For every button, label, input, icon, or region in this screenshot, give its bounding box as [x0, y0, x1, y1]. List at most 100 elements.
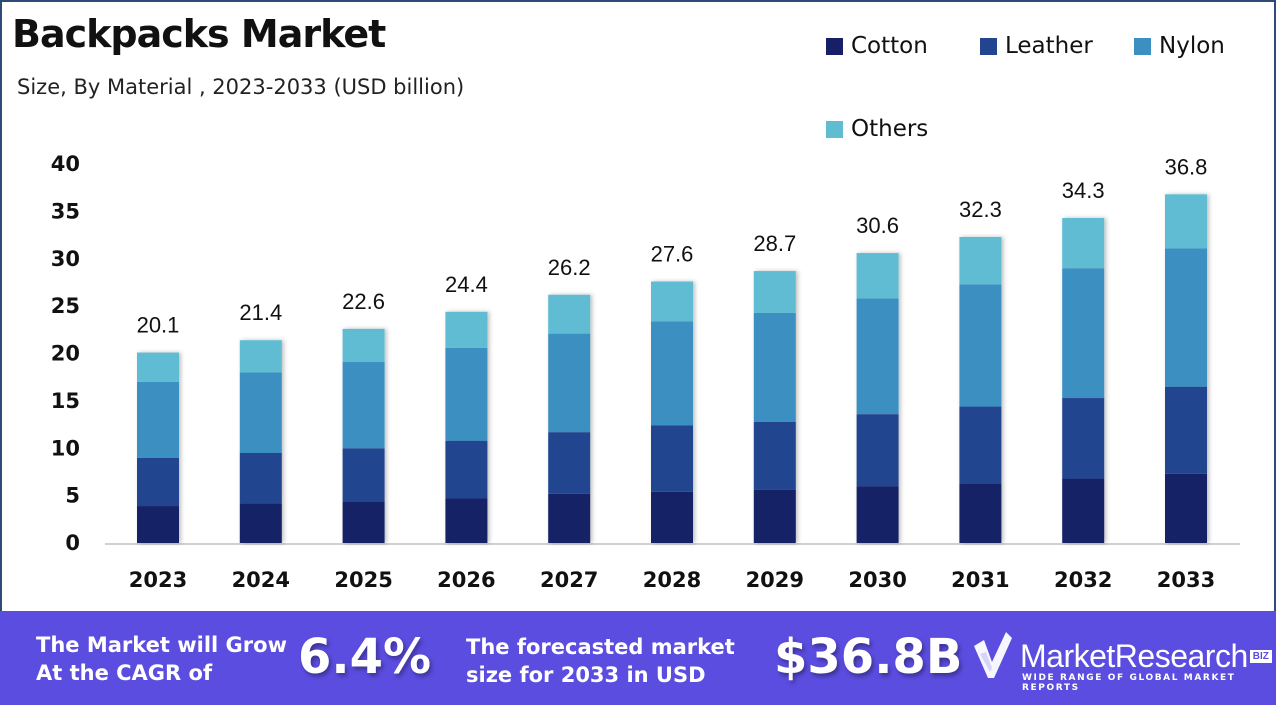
total-label: 21.4 [239, 300, 282, 325]
forecast-value: $36.8B [774, 629, 963, 685]
bar-segment-nylon-2033 [1165, 248, 1207, 387]
bar-segment-leather-2024 [239, 452, 282, 504]
legend-swatch-nylon [1134, 37, 1151, 55]
x-axis: 2023 2024 2025 2026 2027 2028 2029 2030 2031 2032… [129, 568, 1215, 592]
bar-stack-2025 [342, 328, 385, 543]
total-label: 30.6 [856, 213, 899, 238]
bar-segment-nylon-2027 [548, 333, 591, 433]
x-tick-label: 2024 [232, 568, 290, 592]
bar-stack-2023 [137, 352, 179, 543]
total-label: 32.3 [959, 197, 1002, 222]
bar-segment-cotton-2028 [651, 491, 693, 543]
bar-stack-2028 [651, 281, 693, 543]
bar-segment-cotton-2029 [753, 489, 796, 543]
bar-segment-others-2029 [753, 271, 796, 313]
bar-stack-2026 [445, 311, 488, 543]
bar-segment-leather-2030 [856, 414, 899, 487]
bar-stack-2029 [753, 271, 796, 543]
y-tick-label: 0 [65, 531, 80, 555]
total-label: 24.4 [445, 272, 488, 297]
legend-label: Leather [1005, 33, 1093, 59]
bar-segment-others-2023 [137, 352, 179, 382]
legend-item-nylon: Nylon [1134, 33, 1225, 59]
bar-segment-others-2031 [959, 236, 1002, 285]
x-tick-label: 2023 [129, 568, 187, 592]
bar-segment-nylon-2030 [856, 298, 899, 415]
bar-segment-leather-2023 [137, 457, 179, 507]
chart-subtitle: Size, By Material , 2023-2033 (USD billi… [17, 75, 465, 99]
x-tick-label: 2026 [437, 568, 495, 592]
total-label: 36.8 [1165, 154, 1208, 179]
bar-segment-nylon-2029 [753, 312, 796, 422]
y-tick-label: 25 [51, 294, 80, 318]
forecast-label: The forecasted market size for 2033 in U… [466, 633, 735, 689]
bar-segment-others-2027 [548, 294, 591, 334]
y-tick-label: 40 [51, 152, 80, 176]
bar-segment-others-2030 [856, 253, 899, 299]
bar-stack-2024 [239, 340, 282, 543]
bar-segment-leather-2031 [959, 406, 1002, 484]
total-label: 34.3 [1062, 178, 1105, 203]
x-tick-label: 2027 [540, 568, 598, 592]
bar-segment-nylon-2024 [239, 372, 282, 453]
bar-segment-nylon-2025 [342, 362, 385, 449]
bar-segment-cotton-2031 [959, 483, 1002, 543]
x-tick-label: 2025 [334, 568, 392, 592]
total-label: 22.6 [342, 289, 385, 314]
y-axis: 0 5 10 15 20 25 30 35 40 [51, 152, 80, 555]
x-tick-label: 2029 [746, 568, 804, 592]
forecast-label-line1: The forecasted market [466, 635, 735, 659]
bar-segment-cotton-2030 [856, 486, 899, 543]
bar-segment-leather-2027 [548, 432, 591, 494]
bar-segment-nylon-2031 [959, 284, 1002, 407]
y-tick-label: 15 [51, 389, 80, 413]
total-labels: 20.1 21.4 22.6 24.4 26.2 27.6 28.7 30.6 32.3 34.3… [137, 154, 1208, 337]
bar-segment-leather-2033 [1165, 386, 1207, 474]
bar-segment-nylon-2032 [1062, 268, 1105, 399]
bar-segment-leather-2032 [1062, 398, 1105, 479]
bars [137, 194, 1207, 543]
bar-segment-others-2033 [1165, 194, 1207, 249]
x-tick-label: 2030 [848, 568, 906, 592]
legend-item-cotton: Cotton [826, 33, 928, 59]
bar-segment-cotton-2024 [239, 503, 282, 543]
total-label: 27.6 [651, 241, 694, 266]
x-tick-label: 2032 [1054, 568, 1112, 592]
logo-name: MarketResearch [1020, 637, 1248, 674]
summary-banner: The Market will Grow At the CAGR of 6.4%… [0, 611, 1276, 705]
bar-segment-cotton-2032 [1062, 478, 1105, 543]
cagr-label-line1: The Market will Grow [36, 633, 287, 657]
forecast-label-line2: size for 2033 in USD [466, 663, 706, 687]
legend-swatch-leather [980, 37, 997, 55]
y-tick-label: 10 [51, 436, 80, 460]
bar-segment-leather-2025 [342, 448, 385, 502]
bar-segment-cotton-2026 [445, 498, 488, 543]
bar-stack-2032 [1062, 218, 1105, 543]
bar-segment-others-2032 [1062, 218, 1105, 269]
cagr-label-line2: At the CAGR of [36, 661, 213, 685]
bar-segment-cotton-2023 [137, 506, 179, 543]
cagr-value: 6.4% [298, 629, 432, 685]
bar-segment-nylon-2023 [137, 381, 179, 458]
legend-item-leather: Leather [980, 33, 1093, 59]
y-tick-label: 30 [51, 247, 80, 271]
bar-segment-nylon-2028 [651, 321, 693, 426]
chart-title: Backpacks Market [12, 12, 386, 56]
total-label: 20.1 [137, 313, 180, 338]
y-tick-label: 5 [65, 484, 80, 508]
bar-stack-2033 [1165, 194, 1207, 543]
total-label: 26.2 [548, 255, 591, 280]
bar-segment-cotton-2033 [1165, 473, 1207, 543]
y-tick-label: 20 [51, 342, 80, 366]
bar-segment-leather-2026 [445, 440, 488, 499]
logo-check-icon [974, 632, 1012, 678]
bar-segment-others-2025 [342, 328, 385, 363]
logo-badge: BIZ [1249, 649, 1272, 663]
bar-segment-cotton-2025 [342, 501, 385, 543]
y-tick-label: 35 [51, 199, 80, 223]
legend-label: Cotton [851, 33, 928, 59]
legend-item-others: Others [826, 116, 928, 142]
bar-segment-leather-2028 [651, 425, 693, 492]
legend-label: Nylon [1159, 33, 1225, 59]
